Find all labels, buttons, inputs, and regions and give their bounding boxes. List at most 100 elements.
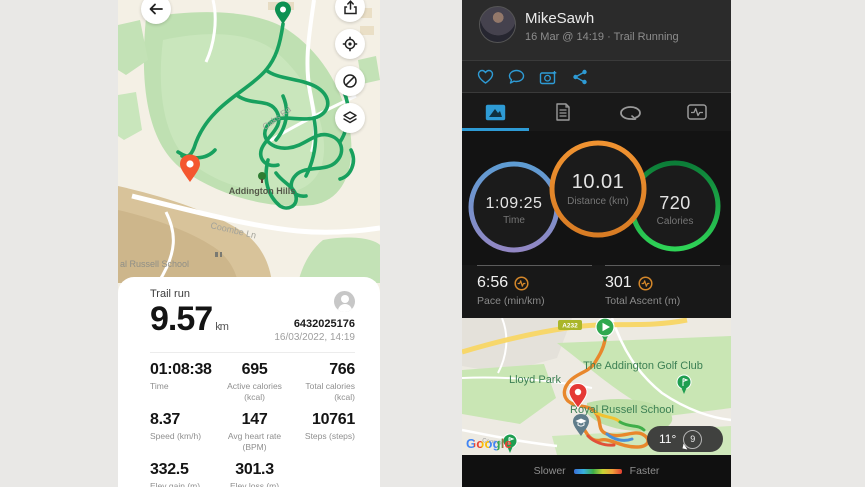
road xyxy=(610,317,731,422)
gauge-calories: 720 Calories xyxy=(657,193,694,227)
stat-label: Active calories (kcal) xyxy=(227,381,282,402)
social-actions-bar xyxy=(462,60,731,93)
locate-icon xyxy=(342,36,358,52)
divider xyxy=(150,352,355,353)
stat-steps: 10761 Steps (steps) xyxy=(291,411,355,452)
stat-label: Total calories (kcal) xyxy=(305,381,355,402)
tab-snapshot[interactable] xyxy=(462,93,530,131)
stat-active-calories: 695 Active calories (kcal) xyxy=(218,361,292,402)
share-export-icon xyxy=(343,0,357,14)
garmin-connect-screenshot: MikeSawh 16 Mar @ 14:19 · Trail Running xyxy=(462,0,731,487)
stat-value: 695 xyxy=(241,361,268,378)
like-heart-icon[interactable] xyxy=(477,69,494,85)
stat-label: Speed (km/h) xyxy=(150,431,202,441)
road-badge xyxy=(558,320,582,330)
user-avatar[interactable] xyxy=(479,6,516,43)
stat-value: 766 xyxy=(329,361,355,378)
snapshot-tab-icon xyxy=(485,104,506,120)
tab-details[interactable] xyxy=(529,93,596,131)
green-patch xyxy=(118,92,142,140)
substat-pace: 6:56 Pace (min/km) xyxy=(477,265,592,307)
road xyxy=(204,0,217,63)
activity-id: 6432025176 xyxy=(293,318,355,330)
left-map[interactable]: Oaks Rd Addington Hills Coombe Ln al Rus… xyxy=(118,0,380,284)
stat-label: Elev loss (m) xyxy=(229,481,280,487)
pace-label: Pace (min/km) xyxy=(477,295,545,307)
gauge-panel: 1:09:25 Time 10.01 Distance (km) 720 Cal… xyxy=(462,131,731,265)
stat-total-calories: 766 Total calories (kcal) xyxy=(291,361,355,402)
activity-summary-card: Trail run 9.57 km 6432025176 16/03/2022, … xyxy=(118,277,380,487)
tab-laps[interactable] xyxy=(597,93,664,131)
school-building-icon xyxy=(215,252,218,257)
road-coombe xyxy=(131,193,380,235)
gps-route xyxy=(562,338,650,449)
stat-value: 8.37 xyxy=(150,411,180,428)
activity-header: MikeSawh 16 Mar @ 14:19 · Trail Running xyxy=(462,0,731,60)
back-arrow-icon xyxy=(149,3,163,15)
wind-value: 9 xyxy=(690,434,696,444)
back-button[interactable] xyxy=(141,0,171,24)
distance-ring xyxy=(549,140,647,238)
substat-total-ascent: 301 Total Ascent (m) xyxy=(605,265,720,307)
pace-gradient-bar xyxy=(573,468,622,474)
green-patch xyxy=(118,20,148,75)
map-label-lloyd-park: Lloyd Park xyxy=(509,374,561,386)
huawei-health-screenshot: Oaks Rd Addington Hills Coombe Ln al Rus… xyxy=(118,0,380,487)
substats-panel: 6:56 Pace (min/km) 301 Total Ascent ( xyxy=(462,265,731,318)
golf-marker xyxy=(676,374,692,394)
stat-value: 332.5 xyxy=(150,461,189,478)
right-map[interactable]: A232 The Addington Golf Club Lloyd Park … xyxy=(462,317,731,455)
wind-compass-icon: 9 xyxy=(683,429,703,449)
card-header: Trail run 9.57 km 6432025176 16/03/2022, … xyxy=(150,288,355,350)
stats-grid: 01:08:38 Time 695 Active calories (kcal) 7… xyxy=(150,361,355,487)
map-label-russell-school: al Russell School xyxy=(120,259,189,269)
distance-number: 9.57 xyxy=(150,300,213,338)
stat-label: Avg heart rate (BPM) xyxy=(227,431,282,452)
pace-badge-icon xyxy=(514,275,529,291)
layers-button[interactable] xyxy=(335,103,365,133)
green-patch xyxy=(298,237,380,283)
route-start-pin xyxy=(180,154,200,182)
google-attribution: Google xyxy=(466,436,512,451)
share-icon[interactable] xyxy=(572,69,588,85)
charts-tab-icon xyxy=(687,104,708,120)
tree-icon xyxy=(258,172,266,183)
temperature-value: 11° xyxy=(659,432,677,446)
gauge-distance: 10.01 Distance (km) xyxy=(567,171,629,207)
camera-icon[interactable] xyxy=(539,69,558,85)
building xyxy=(360,26,374,35)
stat-value: 01:08:38 xyxy=(150,361,212,378)
activity-tabs xyxy=(462,93,731,131)
tab-charts[interactable] xyxy=(664,93,731,131)
total-ascent-label: Total Ascent (m) xyxy=(605,295,681,307)
road xyxy=(497,317,508,374)
park-area-inner xyxy=(160,34,325,193)
distance-unit: km xyxy=(215,321,229,333)
weather-pill[interactable]: 11° 9 xyxy=(647,426,723,452)
locate-button[interactable] xyxy=(335,29,365,59)
stat-label: Time xyxy=(150,381,169,391)
road-badge-label: A232 xyxy=(562,323,578,330)
pace-legend: Slower Faster xyxy=(462,455,731,487)
avatar[interactable] xyxy=(334,291,355,312)
laps-tab-icon xyxy=(619,105,641,120)
gauge-time-value: 1:09:25 xyxy=(485,195,543,212)
layers-icon xyxy=(343,111,357,124)
gauge-distance-label: Distance (km) xyxy=(567,196,629,207)
export-button[interactable] xyxy=(335,0,365,22)
map-label-golf-club: The Addington Golf Club xyxy=(583,360,703,372)
distance-value: 9.57 km xyxy=(150,300,229,339)
route-end-pin xyxy=(275,1,291,24)
comment-icon[interactable] xyxy=(508,69,525,85)
compass-off-button[interactable] xyxy=(335,66,365,96)
gauge-calories-value: 720 xyxy=(659,193,691,213)
stat-time: 01:08:38 Time xyxy=(150,361,218,402)
route-end-pin xyxy=(568,382,588,409)
stat-label: Elev gain (m) xyxy=(150,481,201,487)
stat-elev-loss: 301.3 Elev loss (m) xyxy=(218,461,292,487)
gauge-calories-label: Calories xyxy=(656,216,694,227)
road xyxy=(156,211,175,284)
activity-datetime: 16/03/2022, 14:19 xyxy=(274,332,355,343)
golf-marker-2 xyxy=(502,433,518,453)
school-pin xyxy=(573,414,589,436)
